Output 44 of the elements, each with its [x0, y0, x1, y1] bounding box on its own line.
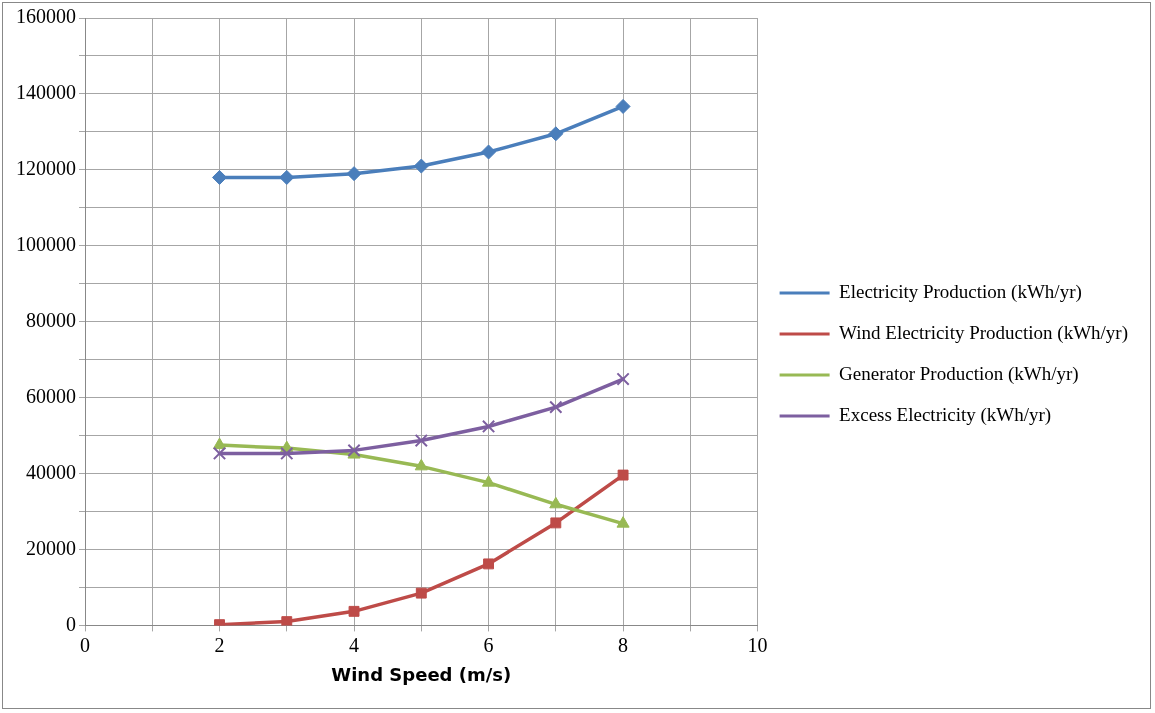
- point: [548, 126, 564, 142]
- y-tick-label: 20000: [26, 536, 76, 559]
- point: [549, 400, 563, 414]
- point: [481, 419, 496, 434]
- point: [414, 458, 428, 471]
- y-tick-label: 0: [66, 612, 76, 635]
- point: [413, 158, 429, 174]
- point: [279, 169, 295, 185]
- point: [346, 166, 362, 182]
- x-axis-title: Wind Speed (m/s): [331, 663, 512, 685]
- x-tick-label: 6: [483, 633, 494, 656]
- point: [550, 517, 562, 529]
- legend-label: Electricity Production (kWh/yr): [839, 280, 1082, 303]
- point: [347, 443, 361, 458]
- x-tick-label: 10: [747, 633, 768, 656]
- y-tick-label: 120000: [16, 157, 76, 180]
- point: [415, 587, 427, 599]
- point: [280, 446, 294, 461]
- y-tick-label: 60000: [26, 384, 76, 407]
- legend-label: Excess Electricity (kWh/yr): [839, 403, 1052, 426]
- point: [549, 496, 563, 509]
- point: [483, 558, 495, 570]
- point: [212, 169, 228, 185]
- legend-label: Generator Production (kWh/yr): [839, 362, 1079, 385]
- x-tick-label: 8: [618, 633, 629, 656]
- y-tick-label: 160000: [16, 5, 76, 28]
- point: [414, 433, 428, 448]
- y-tick-label: 100000: [16, 233, 76, 256]
- point: [616, 372, 630, 386]
- point: [615, 98, 631, 114]
- y-tick-label: 140000: [16, 81, 76, 104]
- y-tick-label: 80000: [26, 308, 76, 331]
- point: [481, 475, 496, 487]
- point: [616, 516, 630, 528]
- point: [617, 469, 629, 481]
- point: [348, 605, 360, 617]
- y-tick-label: 40000: [26, 460, 76, 483]
- x-tick-label: 2: [214, 633, 225, 656]
- point: [212, 446, 227, 461]
- x-tick-label: 0: [80, 633, 90, 656]
- x-tick-label: 4: [349, 633, 360, 656]
- point: [281, 616, 293, 626]
- legend-label: Wind Electricity Production (kWh/yr): [839, 321, 1128, 344]
- point: [481, 144, 497, 160]
